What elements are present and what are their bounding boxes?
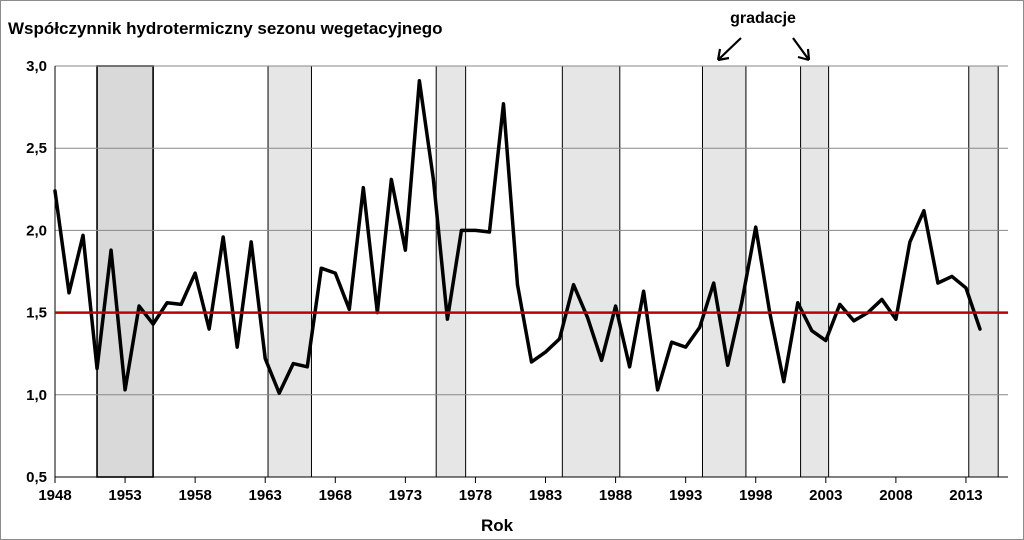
annotation-arrow-right [792, 37, 811, 62]
y-tick-label-1: 1,0 [26, 387, 47, 404]
x-tick-label-9: 1993 [669, 487, 702, 504]
gridlines [55, 65, 1008, 478]
x-tick-label-3: 1963 [249, 487, 282, 504]
x-tick-label-0: 1948 [38, 487, 71, 504]
x-axis-ticks: 1948 1953 1958 1963 1968 1973 1978 1983 1988 1993… [38, 477, 983, 504]
chart-title: Współczynnik hydrotermiczny sezonu weget… [8, 19, 443, 38]
x-tick-label-13: 2013 [949, 487, 982, 504]
y-tick-label-0: 0,5 [26, 469, 47, 486]
gradation-period-4 [561, 65, 621, 478]
x-tick-label-10: 1998 [739, 487, 772, 504]
x-tick-label-2: 1958 [178, 487, 211, 504]
gradation-period-7 [968, 65, 999, 478]
x-tick-label-1: 1953 [108, 487, 141, 504]
series-group [53, 79, 982, 395]
gradation-period-6 [800, 65, 830, 478]
gradation-period-2 [267, 65, 312, 478]
y-tick-label-3: 2,0 [26, 222, 47, 239]
x-tick-label-7: 1983 [529, 487, 562, 504]
gradation-period-1 [96, 65, 154, 478]
x-tick-label-11: 2003 [809, 487, 842, 504]
y-tick-label-5: 3,0 [26, 58, 47, 75]
x-tick-label-5: 1973 [389, 487, 422, 504]
x-tick-label-4: 1968 [319, 487, 352, 504]
x-tick-label-12: 2008 [879, 487, 912, 504]
x-axis-title: Rok [481, 516, 514, 535]
gradation-periods [96, 65, 999, 478]
annotation-arrow-left [716, 37, 742, 62]
gradation-period-5 [701, 65, 747, 478]
gradation-period-3 [435, 65, 467, 478]
y-axis-ticks: 0,5 1,0 1,5 2,0 2,5 3,0 [26, 58, 47, 486]
series-line-0 [53, 79, 982, 395]
gradacje-annotation: gradacje [716, 10, 811, 62]
x-tick-label-8: 1988 [599, 487, 632, 504]
x-tick-label-6: 1978 [459, 487, 492, 504]
annotation-label: gradacje [730, 10, 796, 27]
y-tick-label-4: 2,5 [26, 140, 47, 157]
y-tick-label-2: 1,5 [26, 305, 47, 322]
